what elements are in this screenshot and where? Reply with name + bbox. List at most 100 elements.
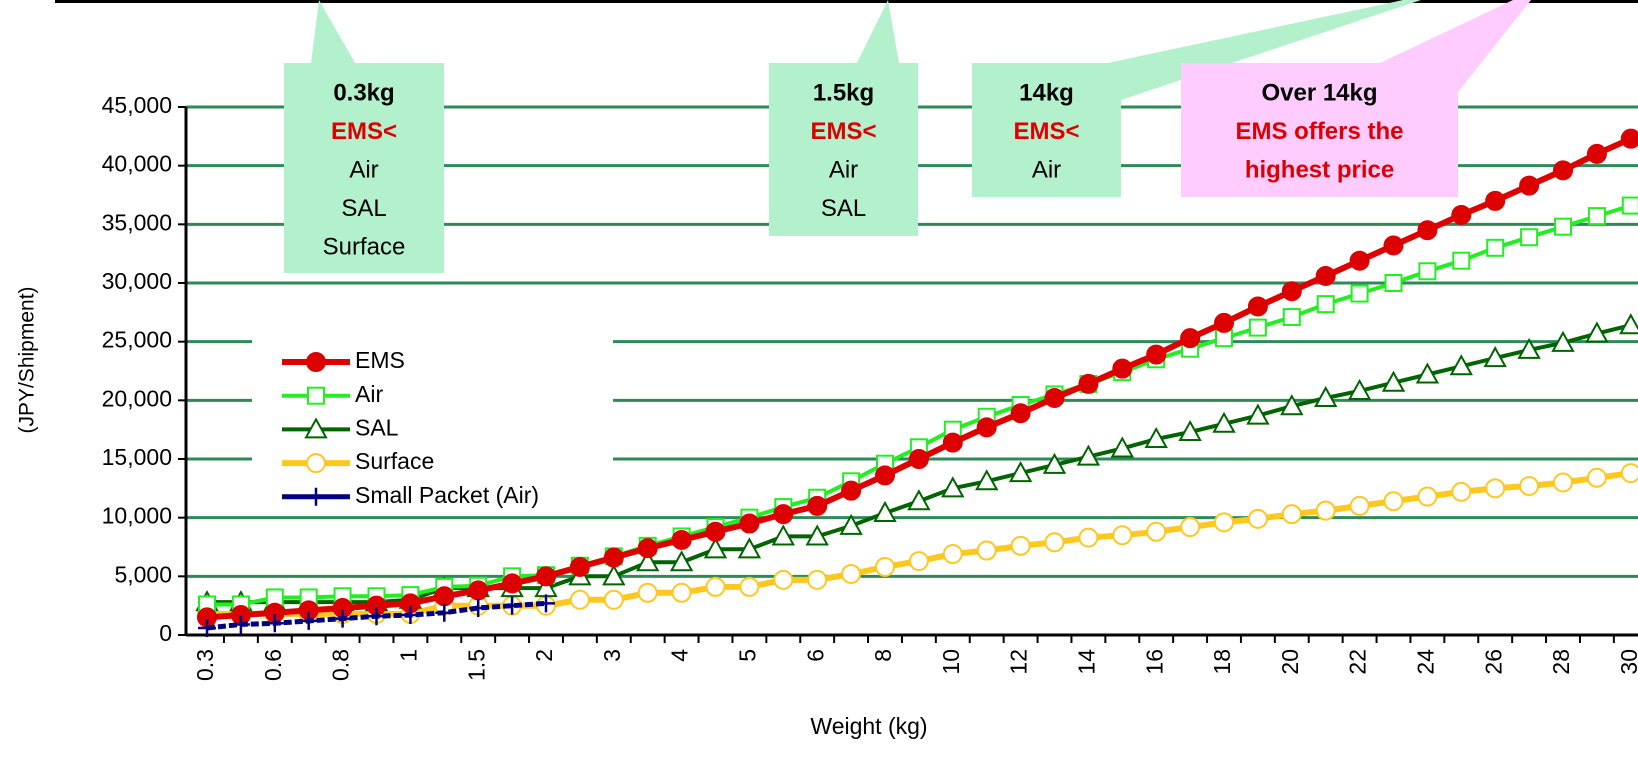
marker [705, 576, 726, 597]
marker [841, 480, 862, 501]
marker [367, 607, 386, 626]
annotation-text: 14kg [1019, 79, 1074, 106]
marker [1553, 160, 1573, 181]
annotation-text: Air [349, 156, 378, 183]
annotation-text: 1.5kg [813, 79, 874, 106]
annotation-box [284, 63, 444, 273]
marker [469, 599, 488, 618]
x-tick-label: 10 [938, 649, 964, 675]
marker [705, 521, 726, 542]
marker [1620, 463, 1638, 484]
marker [976, 540, 997, 561]
marker [1146, 521, 1167, 542]
marker [1214, 312, 1234, 333]
marker [805, 524, 829, 546]
marker [637, 582, 658, 603]
marker [265, 614, 284, 633]
marker [503, 596, 522, 615]
marker [1076, 444, 1101, 466]
x-tick-label: 5 [734, 649, 760, 662]
x-tick-label: 28 [1548, 649, 1574, 675]
marker [1212, 411, 1236, 433]
marker [1449, 354, 1473, 376]
marker [975, 469, 999, 491]
marker [537, 594, 555, 613]
legend-label: Small Packet (Air) [355, 482, 539, 508]
x-tick-label: 2 [531, 649, 557, 662]
x-tick-label: 1 [395, 649, 421, 662]
plot-area [195, 128, 1638, 637]
y-tick-label: 15,000 [102, 444, 172, 470]
marker [1282, 308, 1301, 327]
marker [1247, 296, 1268, 317]
marker [1517, 337, 1541, 359]
marker [569, 556, 590, 577]
marker [1042, 452, 1067, 474]
marker [603, 547, 624, 568]
marker [1553, 472, 1573, 493]
x-tick-label: 1.5 [463, 649, 489, 681]
marker [1144, 426, 1168, 449]
marker [942, 432, 963, 453]
y-tick-label: 20,000 [102, 385, 172, 411]
annotation-text: 0.3kg [333, 79, 394, 106]
marker [1415, 362, 1440, 384]
marker [1551, 330, 1575, 352]
marker [908, 449, 929, 469]
marker [671, 582, 692, 603]
marker [1519, 475, 1540, 496]
annotation-text: EMS< [1013, 118, 1079, 145]
marker [1247, 508, 1268, 529]
legend: EMS Air SAL Surface Small Packet (Air) [252, 340, 613, 516]
marker [1178, 419, 1202, 442]
annotation-text: EMS offers the [1235, 118, 1403, 145]
marker [1248, 318, 1267, 337]
x-tick-label: 0.3 [192, 649, 218, 681]
marker [307, 386, 325, 405]
marker [942, 544, 963, 565]
marker [841, 563, 862, 584]
marker [1451, 481, 1472, 502]
marker [1246, 403, 1270, 425]
marker [1314, 385, 1338, 407]
x-tick-label: 30 [1616, 649, 1638, 675]
marker [231, 615, 250, 634]
marker [1418, 262, 1437, 281]
marker [739, 513, 760, 534]
x-tick-label: 4 [667, 649, 693, 662]
marker [637, 538, 658, 559]
marker [669, 550, 694, 572]
annotation-text: EMS< [331, 118, 397, 145]
marker [807, 569, 828, 590]
marker [1520, 228, 1539, 247]
marker [771, 524, 795, 546]
marker [1349, 495, 1370, 516]
marker [1383, 491, 1404, 512]
marker [1485, 190, 1506, 211]
marker [1619, 313, 1638, 335]
marker [1010, 535, 1031, 556]
x-tick-label: 24 [1412, 649, 1438, 675]
annotation-text: Surface [323, 233, 406, 260]
marker [1381, 370, 1406, 392]
marker [1315, 265, 1336, 286]
marker [1350, 284, 1369, 303]
marker [976, 417, 997, 438]
marker [1452, 251, 1471, 270]
marker [773, 569, 794, 590]
x-tick-label: 3 [599, 649, 625, 662]
annotation-text: highest price [1245, 156, 1394, 183]
callout-pointer [857, 0, 899, 63]
marker [435, 603, 454, 622]
callout-pointer [311, 0, 355, 63]
marker [1451, 204, 1472, 225]
marker [1008, 461, 1033, 483]
x-tick-label: 0.6 [260, 649, 286, 681]
marker [875, 465, 895, 486]
y-tick-label: 0 [159, 620, 172, 646]
annotation-box [1181, 63, 1458, 197]
marker [1010, 403, 1031, 424]
marker [703, 537, 728, 559]
annotation-text: Air [1032, 156, 1061, 183]
y-tick-label: 45,000 [102, 92, 172, 118]
